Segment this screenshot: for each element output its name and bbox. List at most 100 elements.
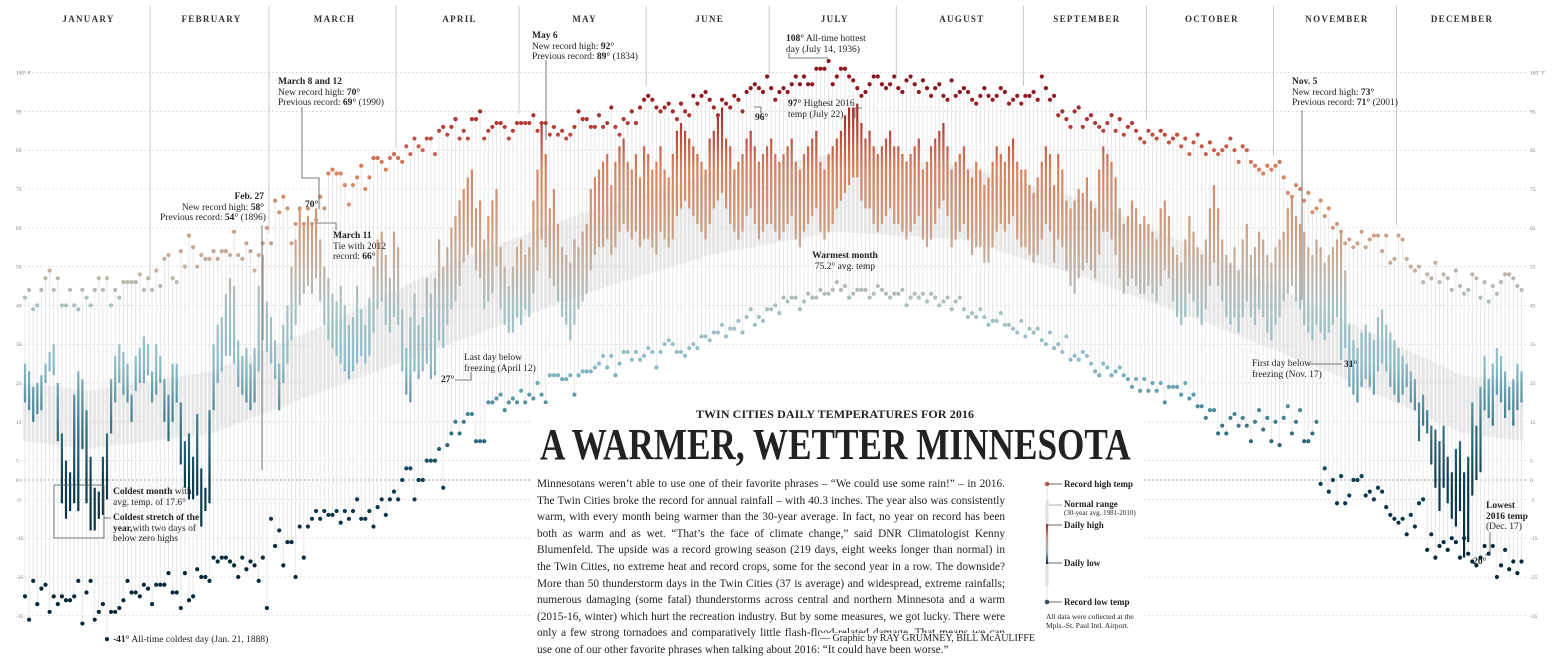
record-high-dot (244, 241, 249, 246)
record-low-dot (806, 291, 811, 296)
daily-temp-bar (1196, 247, 1199, 318)
record-low-dot (1134, 377, 1139, 382)
record-high-dot (1503, 272, 1508, 277)
daily-temp-bar (446, 247, 449, 325)
record-high-dot (1478, 295, 1483, 300)
annotation-text: New record high: (278, 87, 347, 98)
record-high-dot (1339, 229, 1344, 234)
daily-temp-bar (1114, 177, 1117, 255)
record-high-dot (1433, 260, 1438, 265)
record-low-dot (937, 303, 942, 308)
y-tick-label-right: 95 (1530, 109, 1536, 115)
daily-temp-bar (401, 309, 404, 372)
record-low-dot (1310, 431, 1315, 436)
daily-temp-bar (343, 305, 346, 372)
normal-range-bar (847, 155, 851, 233)
record-high-dot (371, 155, 376, 161)
record-high-dot (121, 280, 126, 285)
record-low-dot (592, 365, 598, 370)
record-low-dot (309, 516, 315, 521)
daily-temp-bar (1389, 332, 1392, 387)
record-high-dot (580, 117, 585, 122)
record-high-dot (498, 120, 503, 126)
record-high-dot (1289, 194, 1294, 199)
record-low-dot (1047, 330, 1053, 335)
record-low-dot (104, 636, 110, 642)
daily-temp-bar (802, 154, 806, 232)
record-low-dot (867, 295, 872, 300)
normal-range-bar (1442, 366, 1446, 425)
normal-range-bar (474, 252, 478, 335)
daily-temp-bar (134, 355, 137, 391)
record-low-dot (109, 609, 114, 615)
annotation-title: Lowest (1486, 501, 1516, 511)
record-high-dot (428, 136, 433, 141)
daily-temp-bar (142, 336, 145, 383)
annotation-value: 92° (600, 41, 615, 52)
record-low-dot (55, 602, 60, 607)
record-high-dot (1306, 190, 1311, 195)
record-high-dot (961, 86, 967, 91)
record-low-dot (1162, 400, 1167, 405)
annotation-title: Nov. 5 (1292, 77, 1318, 87)
annotation-text: below zero highs (113, 534, 178, 544)
record-low-dot (1285, 404, 1290, 409)
annotation-value: 108° (786, 34, 805, 44)
annotation-value: 70° (346, 87, 361, 98)
normal-range-bar (191, 374, 195, 436)
record-low-dot (596, 361, 602, 366)
record-low-dot (1445, 547, 1450, 552)
record-high-dot (703, 89, 708, 95)
record-high-dot (301, 221, 306, 227)
record-low-dot (465, 411, 470, 417)
record-high-dot (949, 78, 954, 83)
record-high-dot (162, 256, 167, 261)
record-high-dot (724, 101, 729, 106)
record-high-dot (195, 264, 200, 269)
normal-range-bar (1319, 308, 1323, 369)
record-low-dot (1158, 380, 1163, 386)
record-low-dot (1478, 555, 1483, 560)
normal-range-bar (605, 205, 609, 287)
record-low-dot (1109, 373, 1114, 378)
record-high-dot (510, 128, 515, 133)
record-high-dot (527, 120, 532, 126)
annotation-title: Coldest stretch of the (113, 513, 200, 523)
record-high-dot (1113, 128, 1118, 133)
record-low-dot (810, 295, 815, 300)
record-high-dot (330, 167, 335, 172)
record-low-dot (195, 567, 200, 572)
leader-lastfreeze (455, 372, 472, 381)
y-tick-label-right: 45 (1530, 303, 1536, 309)
annotation-text: (1834) (610, 52, 638, 62)
record-low-dot (260, 555, 265, 560)
record-low-dot (1080, 349, 1085, 355)
annotation-text: Highest 2016 (801, 99, 855, 109)
daily-temp-bar (294, 239, 297, 325)
record-high-dot (1203, 151, 1208, 157)
record-high-dot (863, 89, 868, 95)
record-high-dot (1494, 291, 1499, 296)
daily-temp-bar (450, 227, 453, 310)
daily-temp-bar (1397, 348, 1400, 403)
daily-temp-bar (1200, 254, 1203, 325)
record-high-dot (502, 124, 507, 130)
normal-range-bar (1208, 254, 1212, 325)
daily-temp-bar (409, 317, 412, 403)
normal-range-bar (322, 325, 326, 391)
record-high-dot (182, 264, 187, 269)
daily-temp-bar (306, 216, 309, 286)
record-low-dot (186, 598, 192, 603)
record-high-dot (322, 206, 327, 211)
record-low-dot (683, 353, 688, 358)
normal-range-bar (93, 389, 97, 449)
record-high-dot (1027, 93, 1032, 98)
record-high-dot (297, 206, 302, 211)
daily-temp-bar (1024, 169, 1027, 248)
daily-temp-bar (48, 351, 51, 372)
record-low-dot (1351, 477, 1356, 483)
normal-range-bar (392, 291, 396, 365)
record-low-dot (174, 590, 179, 595)
daily-temp-bar (597, 169, 601, 248)
daily-temp-bar (782, 154, 785, 232)
